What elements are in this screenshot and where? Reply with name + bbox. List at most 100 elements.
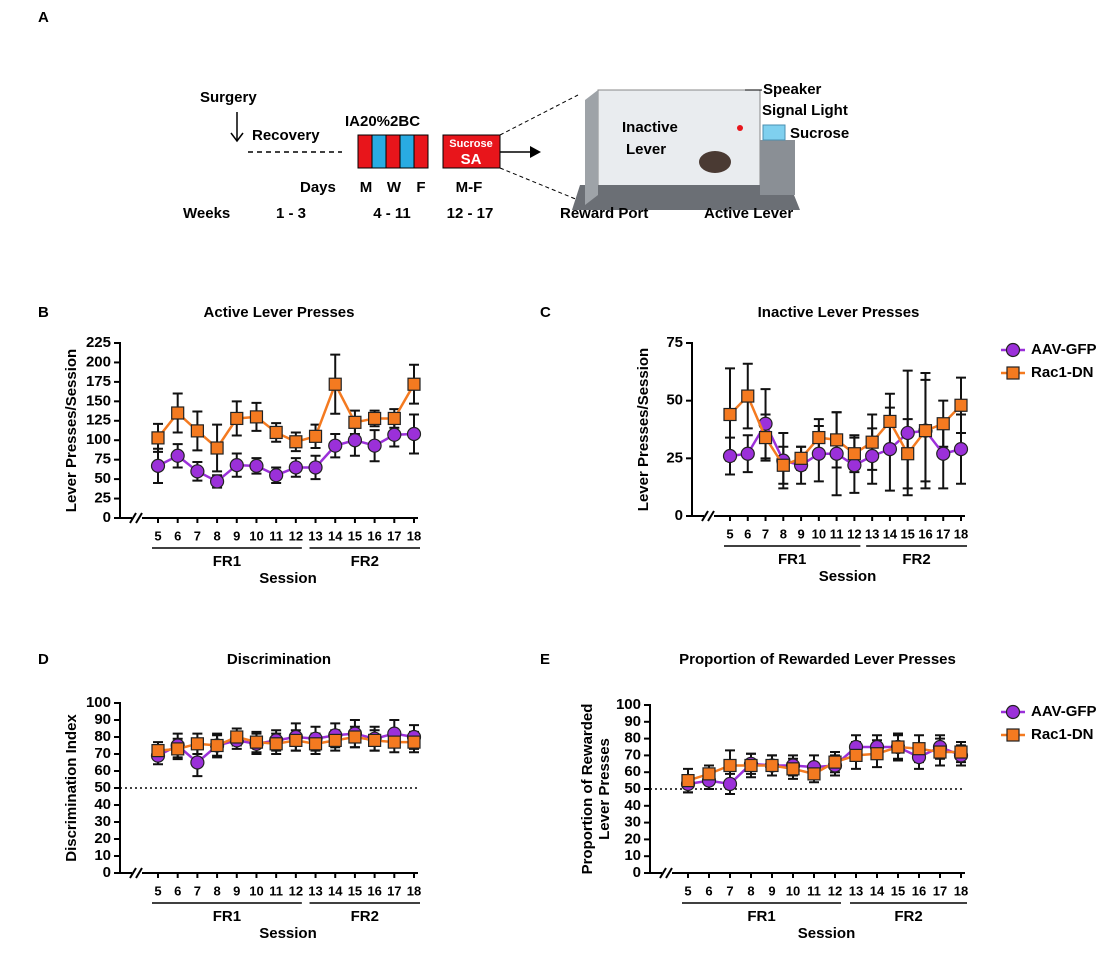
mouse — [699, 151, 731, 173]
marker — [870, 747, 884, 761]
marker — [912, 742, 926, 756]
y-tick-label: 75 — [94, 451, 111, 468]
y-tick-label: 0 — [103, 864, 111, 881]
y-tick-label: 10 — [94, 847, 111, 864]
x-axis-label: Session — [259, 925, 317, 942]
marker — [918, 424, 933, 438]
y-tick-label: 10 — [624, 847, 641, 864]
marker — [758, 430, 773, 445]
marker — [151, 743, 165, 758]
legend-label: AAV-GFP — [1031, 341, 1097, 358]
x-tick-label: 12 — [847, 526, 861, 541]
marker — [849, 748, 863, 763]
marker — [209, 474, 225, 489]
label: F — [416, 179, 425, 196]
label: Signal Light — [762, 102, 848, 119]
x-tick-label: 15 — [891, 883, 905, 898]
y-tick-label: 50 — [94, 779, 111, 796]
x-tick-label: 6 — [744, 526, 751, 541]
block — [357, 134, 429, 169]
x-tick-label: 7 — [726, 883, 733, 898]
chart: Discrimination0102030405060708090100Disc… — [63, 651, 421, 942]
legend-label: AAV-GFP — [1031, 703, 1097, 720]
block — [399, 134, 415, 169]
x-tick-label: 18 — [954, 883, 968, 898]
dashed-line — [499, 167, 579, 201]
y-tick-label: 50 — [666, 392, 683, 409]
marker — [811, 446, 826, 461]
y-tick-label: 150 — [86, 392, 111, 409]
group-label: FR1 — [747, 908, 775, 925]
marker — [407, 735, 421, 749]
x-tick-label: 18 — [954, 526, 968, 541]
x-tick-label: 9 — [233, 528, 240, 543]
y-tick-label: 100 — [86, 694, 111, 711]
marker — [1005, 704, 1021, 720]
x-tick-label: 13 — [308, 528, 322, 543]
label: Surgery — [200, 89, 257, 106]
y-tick-label: 75 — [666, 334, 683, 351]
x-tick-label: 8 — [213, 883, 220, 898]
marker — [865, 435, 879, 449]
x-tick-label: 17 — [387, 883, 401, 898]
marker — [249, 458, 264, 473]
y-tick-label: 200 — [86, 353, 111, 370]
y-tick-label: 60 — [624, 763, 641, 780]
y-tick-label: 70 — [624, 746, 641, 763]
bottle-stand — [760, 140, 795, 195]
marker — [190, 464, 205, 479]
chamber-floor — [572, 185, 800, 210]
marker — [229, 458, 244, 473]
x-tick-label: 12 — [289, 883, 303, 898]
x-tick-label: 15 — [900, 526, 914, 541]
marker — [387, 427, 402, 442]
x-tick-label: 18 — [407, 883, 421, 898]
marker — [249, 735, 264, 749]
label: Weeks — [183, 205, 230, 222]
marker — [249, 410, 264, 424]
x-tick-label: 12 — [828, 883, 842, 898]
y-tick-label: 100 — [86, 431, 111, 448]
marker — [210, 738, 224, 753]
block — [371, 134, 387, 169]
chart-title: Inactive Lever Presses — [758, 304, 920, 321]
timeline-diagram: Surgery Recovery IA20%2BC Sucrose SA Day… — [183, 89, 579, 222]
label: Reward Port — [560, 205, 648, 222]
label: Sucrose — [790, 125, 849, 142]
y-tick-label: 100 — [616, 696, 641, 713]
axis-break — [129, 512, 143, 524]
y-tick-label: 20 — [94, 830, 111, 847]
marker — [289, 733, 303, 748]
y-tick-label: 90 — [94, 711, 111, 728]
y-tick-label: 40 — [624, 797, 641, 814]
marker — [901, 447, 915, 461]
arrow-head — [230, 132, 244, 143]
marker — [407, 377, 421, 391]
marker — [210, 441, 224, 455]
x-tick-label: 14 — [328, 883, 343, 898]
marker — [829, 446, 844, 461]
x-tick-label: 9 — [233, 883, 240, 898]
y-axis-label: Lever Presses — [596, 738, 613, 840]
x-tick-label: 6 — [174, 883, 181, 898]
sucrose-bottle — [762, 124, 786, 141]
marker — [328, 438, 343, 453]
dashed-line — [499, 94, 579, 136]
label: 4 - 11 — [373, 205, 411, 222]
label: Days — [300, 179, 336, 196]
marker — [847, 458, 862, 473]
marker — [723, 758, 737, 773]
marker — [1005, 342, 1021, 358]
marker — [190, 755, 205, 770]
arrow-head — [530, 146, 541, 158]
label: SA — [461, 151, 482, 168]
x-tick-label: 15 — [348, 883, 362, 898]
x-tick-label: 5 — [154, 528, 161, 543]
marker — [328, 733, 342, 748]
legend-label: Rac1-DN — [1031, 364, 1094, 381]
y-axis-label: Discrimination Index — [63, 714, 80, 862]
x-tick-label: 17 — [933, 883, 947, 898]
y-tick-label: 30 — [624, 814, 641, 831]
label: Inactive — [622, 119, 678, 136]
axis-break — [701, 510, 715, 522]
